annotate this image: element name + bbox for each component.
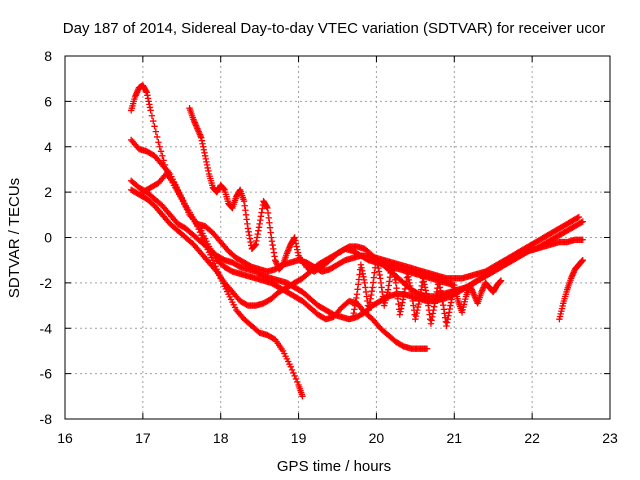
y-tick-label: 2 [44, 184, 52, 200]
y-tick-label: -8 [40, 411, 53, 427]
y-tick-label: 0 [44, 230, 52, 246]
data-point-marker [575, 213, 583, 221]
chart-title: Day 187 of 2014, Sidereal Day-to-day VTE… [63, 20, 605, 37]
data-point-marker [150, 117, 157, 125]
x-tick-label: 22 [524, 430, 540, 446]
series-track-8 [556, 256, 586, 323]
y-axis-label: SDTVAR / TECUs [6, 178, 23, 298]
series-track-7 [349, 254, 505, 330]
x-tick-label: 19 [291, 430, 307, 446]
data-point-marker [152, 128, 160, 135]
y-tick-label: -2 [40, 275, 53, 291]
data-point-marker [148, 112, 156, 119]
data-point-marker [292, 375, 300, 383]
plot-border [64, 55, 611, 420]
y-tick-label: 4 [44, 139, 52, 155]
x-tick-label: 23 [602, 430, 618, 446]
data-point-marker [155, 139, 162, 146]
data-point-marker [291, 372, 298, 380]
y-tick-label: 8 [44, 48, 52, 64]
data-point-marker [574, 214, 581, 222]
data-point-marker [299, 393, 306, 400]
x-axis-label: GPS time / hours [277, 458, 391, 475]
data-point-marker [294, 378, 301, 386]
series-track-2 [127, 136, 431, 352]
data-point-marker [497, 277, 505, 284]
series-track-6 [186, 104, 458, 289]
y-tick-label: -4 [40, 320, 53, 336]
data-point-marker [147, 107, 154, 114]
data-point-marker [579, 236, 586, 243]
data-point-marker [153, 133, 161, 141]
data-point-marker [290, 369, 297, 377]
data-point-marker [156, 143, 163, 150]
x-tick-label: 20 [369, 430, 385, 446]
y-tick-label: 6 [44, 93, 52, 109]
data-point-marker [578, 219, 585, 226]
data-point-marker [287, 363, 294, 371]
data-point-marker [288, 366, 296, 374]
x-tick-label: 18 [213, 430, 229, 446]
data-series [127, 82, 586, 400]
data-point-marker [159, 152, 166, 160]
data-point-marker [151, 123, 158, 130]
data-point-marker [579, 256, 586, 264]
grid-lines [65, 56, 610, 419]
x-tick-label: 17 [135, 430, 151, 446]
data-point-marker [157, 148, 165, 155]
tick-labels: 16 17 18 19 20 21 22 23 -8 -6 -4 -2 0 2 4 6 8 [40, 48, 618, 446]
data-point-marker [579, 218, 586, 225]
y-tick-label: -6 [40, 366, 53, 382]
x-tick-label: 16 [57, 430, 73, 446]
x-tick-label: 21 [446, 430, 462, 446]
data-point-marker [423, 345, 431, 352]
